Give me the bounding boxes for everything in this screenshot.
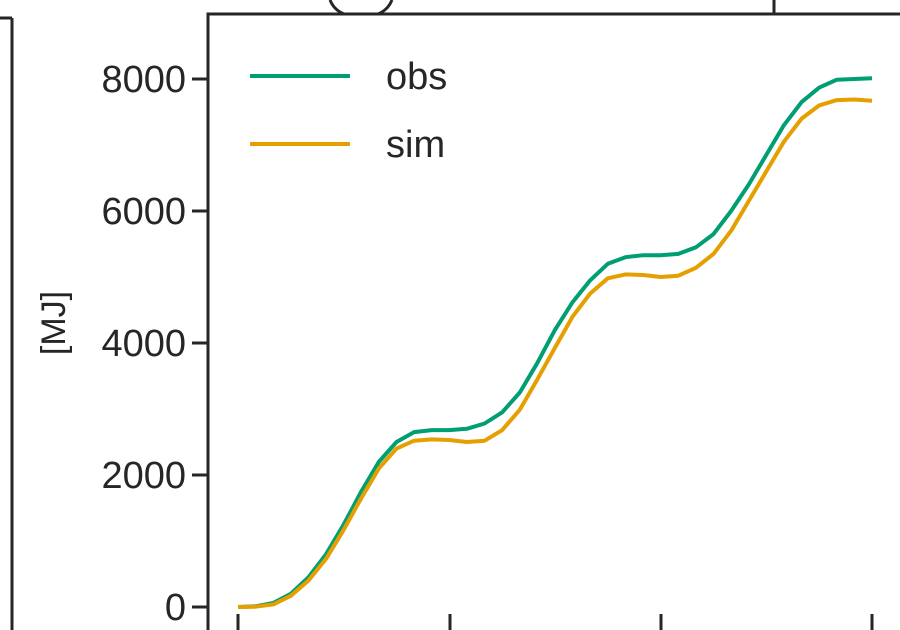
legend: obs sim	[250, 56, 447, 166]
plot-area-frame	[206, 12, 900, 630]
series-line-obs	[237, 76, 873, 609]
legend-label-obs: obs	[386, 56, 447, 98]
series-layer	[237, 76, 873, 609]
y-tick-label: 4000	[101, 323, 186, 365]
y-tick-label: 2000	[101, 455, 186, 497]
y-tick-label: 0	[165, 587, 186, 629]
y-axis: 0 2000 4000 6000 8000	[101, 59, 208, 629]
y-tick-label: 6000	[101, 191, 186, 233]
series-line-sim	[237, 97, 873, 609]
cropped-panel-label	[328, 0, 394, 16]
legend-label-sim: sim	[386, 124, 445, 166]
x-axis	[236, 614, 874, 630]
y-axis-label: [MJ]	[35, 291, 73, 355]
y-tick-label: 8000	[101, 59, 186, 101]
